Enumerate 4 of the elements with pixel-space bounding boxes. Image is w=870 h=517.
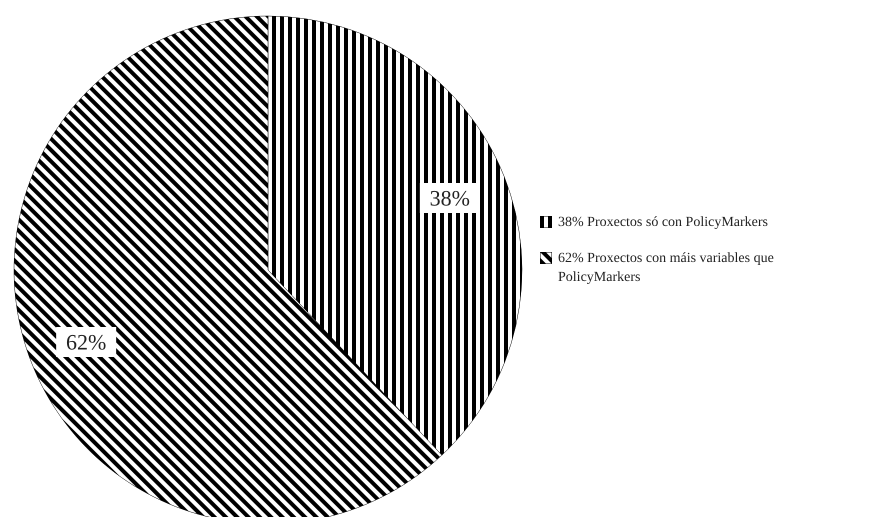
legend-label: 38% Proxectos só con PolicyMarkers (558, 214, 768, 232)
data-label: 62% (66, 330, 106, 354)
legend-label: 62% Proxectos con máis variables que PolicyMarkers (558, 250, 775, 287)
data-label: 38% (430, 186, 470, 210)
